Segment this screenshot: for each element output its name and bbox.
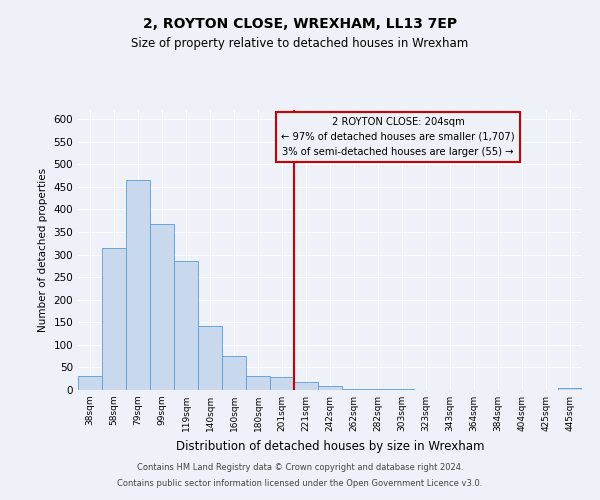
Text: Size of property relative to detached houses in Wrexham: Size of property relative to detached ho…: [131, 38, 469, 51]
Text: 2, ROYTON CLOSE, WREXHAM, LL13 7EP: 2, ROYTON CLOSE, WREXHAM, LL13 7EP: [143, 18, 457, 32]
Bar: [318, 386, 342, 390]
Bar: [246, 376, 270, 390]
Bar: [222, 356, 246, 390]
Text: Contains HM Land Registry data © Crown copyright and database right 2024.: Contains HM Land Registry data © Crown c…: [137, 464, 463, 472]
Bar: [294, 382, 318, 390]
Bar: [558, 388, 582, 390]
Bar: [126, 180, 150, 390]
Bar: [78, 376, 102, 390]
Bar: [366, 389, 390, 390]
Bar: [174, 262, 198, 390]
Bar: [198, 326, 222, 390]
X-axis label: Distribution of detached houses by size in Wrexham: Distribution of detached houses by size …: [176, 440, 484, 452]
Bar: [102, 248, 126, 390]
Bar: [270, 378, 294, 390]
Text: Contains public sector information licensed under the Open Government Licence v3: Contains public sector information licen…: [118, 478, 482, 488]
Bar: [150, 224, 174, 390]
Text: 2 ROYTON CLOSE: 204sqm
← 97% of detached houses are smaller (1,707)
3% of semi-d: 2 ROYTON CLOSE: 204sqm ← 97% of detached…: [281, 117, 515, 156]
Bar: [342, 388, 366, 390]
Bar: [390, 389, 414, 390]
Y-axis label: Number of detached properties: Number of detached properties: [38, 168, 48, 332]
